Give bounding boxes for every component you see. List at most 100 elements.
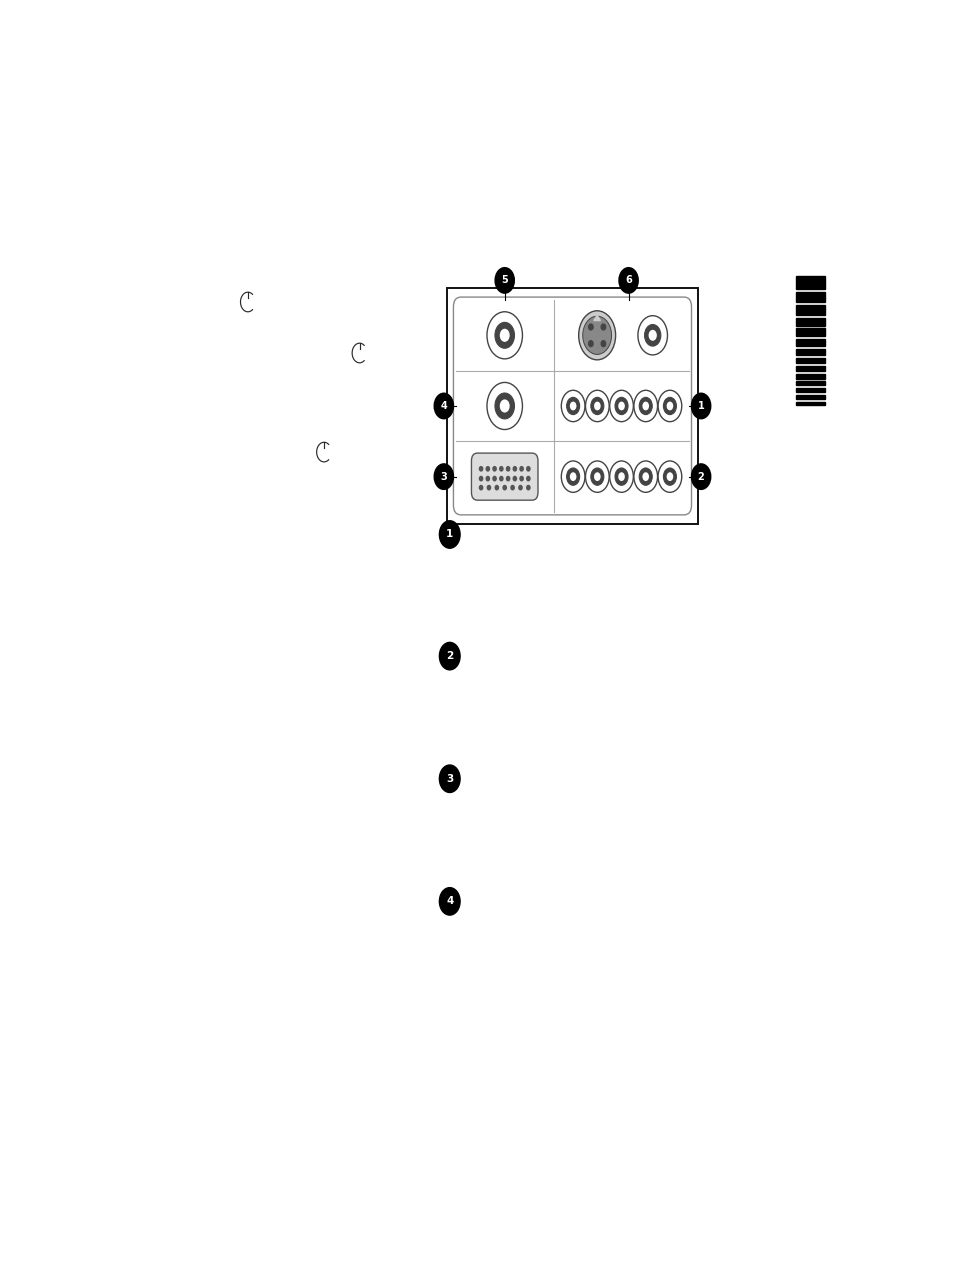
Bar — [796, 358, 823, 363]
Circle shape — [641, 473, 648, 482]
Circle shape — [486, 382, 522, 429]
Circle shape — [666, 473, 673, 482]
Circle shape — [588, 340, 593, 347]
Circle shape — [691, 394, 710, 419]
Circle shape — [439, 521, 459, 548]
Circle shape — [662, 397, 676, 414]
Circle shape — [487, 485, 490, 489]
Circle shape — [495, 268, 514, 293]
Bar — [796, 317, 823, 326]
Circle shape — [609, 390, 633, 422]
Circle shape — [479, 466, 482, 471]
Circle shape — [569, 401, 576, 410]
Text: 3: 3 — [446, 773, 453, 784]
Circle shape — [618, 473, 624, 482]
Bar — [796, 403, 823, 405]
Circle shape — [594, 473, 600, 482]
Circle shape — [618, 268, 638, 293]
Circle shape — [609, 461, 633, 492]
Circle shape — [511, 485, 514, 489]
Bar — [796, 395, 823, 399]
Text: 1: 1 — [697, 401, 703, 412]
Circle shape — [526, 476, 530, 480]
Bar — [796, 366, 823, 371]
Circle shape — [506, 466, 509, 471]
Circle shape — [633, 390, 657, 422]
Bar — [796, 389, 823, 392]
Bar — [796, 349, 823, 355]
Text: 4: 4 — [446, 897, 453, 906]
Circle shape — [479, 476, 482, 480]
Circle shape — [499, 399, 509, 413]
Circle shape — [495, 485, 497, 489]
Circle shape — [615, 468, 627, 485]
Circle shape — [588, 324, 593, 330]
Circle shape — [434, 464, 453, 489]
Circle shape — [618, 401, 624, 410]
Circle shape — [506, 476, 509, 480]
Circle shape — [600, 324, 605, 330]
Circle shape — [493, 466, 496, 471]
Circle shape — [499, 329, 509, 341]
Circle shape — [513, 476, 516, 480]
Circle shape — [566, 468, 579, 485]
Circle shape — [493, 476, 496, 480]
Circle shape — [560, 390, 584, 422]
Bar — [796, 339, 823, 347]
Circle shape — [666, 401, 673, 410]
Text: 2: 2 — [446, 651, 453, 661]
Circle shape — [641, 401, 648, 410]
Text: 4: 4 — [440, 401, 447, 412]
Bar — [796, 373, 823, 378]
Circle shape — [633, 461, 657, 492]
Text: 5: 5 — [501, 275, 508, 285]
Circle shape — [615, 397, 627, 414]
Bar — [796, 275, 823, 289]
Circle shape — [526, 485, 530, 489]
Circle shape — [495, 322, 514, 348]
Circle shape — [513, 466, 516, 471]
Circle shape — [585, 461, 609, 492]
Bar — [796, 381, 823, 385]
Circle shape — [486, 466, 489, 471]
Circle shape — [560, 461, 584, 492]
Circle shape — [499, 466, 502, 471]
FancyBboxPatch shape — [471, 454, 537, 501]
Circle shape — [658, 390, 681, 422]
Circle shape — [519, 466, 522, 471]
Circle shape — [499, 476, 502, 480]
Circle shape — [519, 476, 522, 480]
Circle shape — [638, 316, 667, 355]
Text: 2: 2 — [697, 471, 703, 482]
Circle shape — [590, 397, 603, 414]
FancyBboxPatch shape — [453, 297, 691, 515]
Circle shape — [578, 311, 615, 359]
Circle shape — [434, 394, 453, 419]
Circle shape — [518, 485, 521, 489]
Circle shape — [495, 392, 514, 419]
Circle shape — [566, 397, 579, 414]
Bar — [796, 292, 823, 302]
Circle shape — [479, 485, 482, 489]
Circle shape — [439, 764, 459, 792]
Circle shape — [594, 401, 600, 410]
Circle shape — [439, 888, 459, 915]
Bar — [796, 329, 823, 336]
Circle shape — [600, 340, 605, 347]
Circle shape — [569, 473, 576, 482]
Circle shape — [486, 476, 489, 480]
Circle shape — [639, 468, 652, 485]
Circle shape — [662, 468, 676, 485]
Circle shape — [639, 397, 652, 414]
Circle shape — [486, 312, 522, 359]
Text: 3: 3 — [440, 471, 447, 482]
Circle shape — [648, 330, 657, 341]
Text: 1: 1 — [446, 530, 453, 539]
Circle shape — [439, 642, 459, 670]
Circle shape — [590, 468, 603, 485]
Circle shape — [644, 325, 660, 347]
Bar — [446, 288, 698, 524]
Circle shape — [502, 485, 506, 489]
Circle shape — [526, 466, 530, 471]
Circle shape — [658, 461, 681, 492]
